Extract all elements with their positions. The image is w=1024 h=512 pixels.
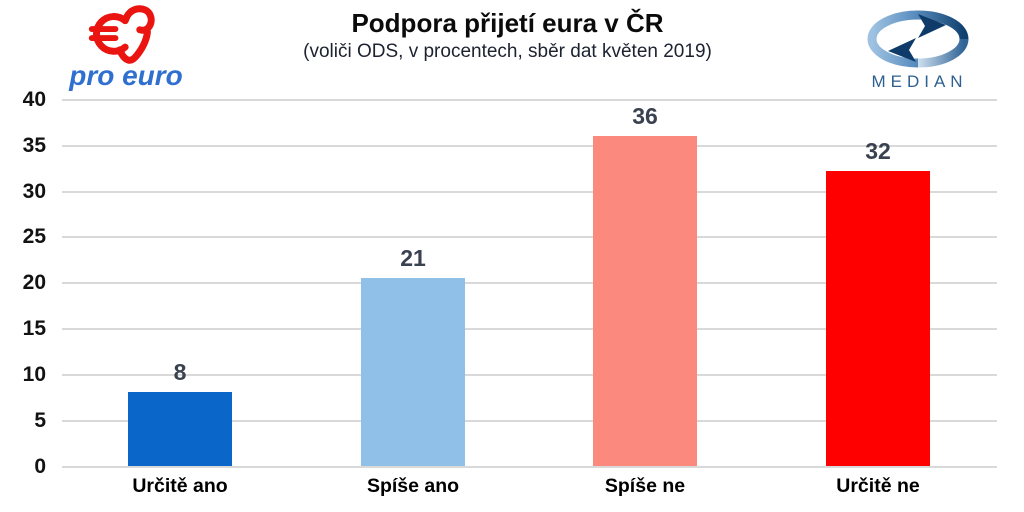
x-axis-category-label-1: Určitě ano — [132, 475, 228, 497]
y-axis-tick-label-25: 25 — [22, 225, 46, 249]
pro-euro-wordmark: pro euro — [69, 60, 183, 91]
chart-subtitle: (voliči ODS, v procentech, sběr dat květ… — [303, 41, 712, 62]
gridline-5 — [62, 419, 997, 422]
bar-value-label-3: 36 — [632, 102, 658, 129]
bar-value-label-1: 8 — [173, 359, 187, 386]
x-axis-category-label-4: Určitě ne — [836, 475, 920, 497]
y-axis-tick-label-5: 5 — [34, 408, 46, 432]
median-logo: MEDIAN — [862, 6, 978, 98]
bar-2 — [361, 277, 465, 467]
bar-value-label-2: 21 — [400, 244, 426, 271]
gridline-20 — [62, 282, 997, 285]
gridline-40 — [62, 99, 997, 101]
median-wordmark: MEDIAN — [871, 72, 968, 91]
gridline-10 — [62, 373, 997, 376]
euro-heart-icon — [88, 5, 155, 64]
y-axis-tick-label-15: 15 — [22, 317, 46, 341]
y-axis-tick-label-0: 0 — [34, 454, 46, 478]
y-axis-tick-label-30: 30 — [22, 179, 46, 203]
gridline-0 — [62, 465, 997, 468]
bar-1 — [128, 392, 232, 467]
y-axis-tick-label-40: 40 — [22, 88, 46, 111]
x-axis-category-label-3: Spíše ne — [604, 475, 686, 497]
chart-title: Podpora přijetí eura v ČR — [351, 8, 664, 38]
bar-3 — [593, 135, 697, 467]
y-axis-tick-label-10: 10 — [22, 362, 46, 386]
gridline-30 — [62, 190, 997, 193]
median-ring-icon — [867, 10, 969, 68]
gridline-25 — [62, 236, 997, 239]
bar-4 — [826, 170, 930, 467]
bar-value-label-4: 32 — [865, 137, 891, 164]
chart-header: Podpora přijetí eura v ČR (voliči ODS, v… — [250, 8, 765, 64]
y-axis-tick-label-35: 35 — [22, 133, 46, 157]
x-axis-category-label-2: Spíše ano — [366, 475, 460, 497]
pro-euro-logo: pro euro — [50, 2, 200, 97]
y-axis-tick-label-20: 20 — [22, 271, 46, 295]
gridline-15 — [62, 328, 997, 331]
gridline-35 — [62, 144, 997, 147]
